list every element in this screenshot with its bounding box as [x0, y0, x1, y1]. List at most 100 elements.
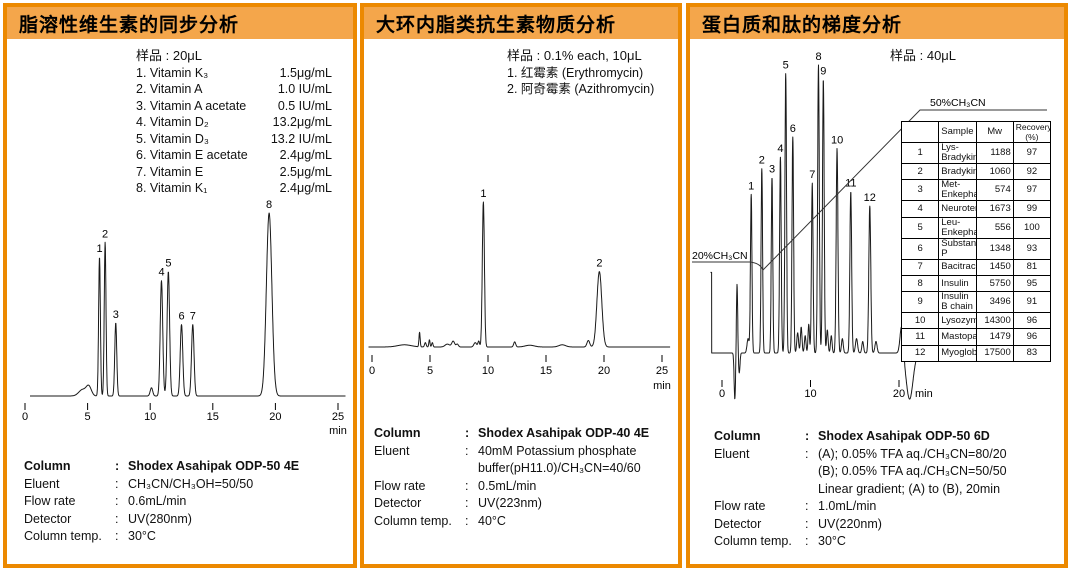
table-cell: 3496	[975, 291, 1014, 314]
x-tick-label: 20	[269, 411, 281, 423]
sample-item: 7. Vitamin E 2.5μg/mL	[136, 164, 332, 181]
table-row: 7Bacitracin145081	[900, 258, 1052, 276]
panel-fat-soluble-vitamins: 脂溶性维生素的同步分析 样品 : 20μL 1. Vitamin K₃ 1.5μg…	[3, 3, 357, 568]
gradient-line	[692, 109, 1047, 271]
table-header-cell: Recovery (%)	[1012, 121, 1052, 143]
x-axis-unit: min	[653, 380, 671, 392]
sample-item: 2. 阿奇霉素 (Azithromycin)	[507, 81, 687, 98]
condition-row: Flow rate:0.6mL/min	[24, 493, 349, 511]
condition-colon: :	[805, 446, 809, 461]
condition-label: Flow rate	[374, 478, 426, 493]
table-cell: 100	[1012, 216, 1052, 239]
condition-row: Column: Shodex Asahipak ODP-40 4E	[374, 425, 679, 443]
sample-name: 1. Vitamin K₃	[136, 65, 209, 80]
condition-colon: :	[465, 426, 470, 440]
sample-title: 样品 : 40μL	[890, 48, 957, 63]
peak-label: 4	[777, 143, 783, 155]
condition-colon: :	[805, 499, 809, 513]
peak-label: 5	[783, 60, 789, 72]
condition-value: Shodex Asahipak ODP-50 4E	[128, 459, 300, 473]
x-axis-unit: min	[329, 425, 347, 437]
table-header-cell: Mw	[975, 121, 1014, 143]
condition-label: Eluent	[714, 446, 750, 461]
table-cell: 1060	[975, 162, 1014, 181]
table-cell: Lys-Bradykinin	[938, 142, 977, 164]
condition-label: Column	[374, 426, 421, 440]
sample-item: 6. Vitamin E acetate 2.4μg/mL	[136, 147, 332, 164]
condition-label: Flow rate	[714, 499, 766, 513]
table-cell: Insulin B chain	[938, 291, 977, 314]
sample-list: 1. Vitamin K₃ 1.5μg/mL 2. Vitamin A 1.0 IU/…	[136, 65, 332, 197]
sample-info: 样品 : 20μL 1. Vitamin K₃ 1.5μg/mL 2. Vitami…	[136, 48, 332, 197]
peak-label: 1	[96, 243, 102, 255]
chromatogram-macrolide-antibiotics: 0 5 10 15 20 25 min 1 2	[368, 188, 671, 392]
table-header-cell	[900, 121, 940, 143]
sample-title: 样品 : 0.1% each, 10μL	[507, 48, 642, 63]
table-cell: 14300	[975, 312, 1014, 330]
condition-row: Detector: UV(223nm)	[374, 495, 679, 513]
condition-label: Column	[714, 429, 761, 443]
condition-value: (A); 0.05% TFA aq./CH₃CN=80/20 (B); 0.05…	[818, 446, 1007, 496]
table-header-cell: Sample	[938, 121, 977, 143]
peak-label: 2	[759, 155, 765, 167]
sample-info: 样品 : 40μL	[890, 48, 1040, 65]
condition-label: Column temp.	[714, 534, 792, 548]
table-cell: 9	[900, 291, 940, 314]
table-row: 9 Insulin B chain 3496 91	[900, 291, 1052, 314]
condition-value: 40°C	[478, 513, 506, 528]
condition-label: Column temp.	[24, 529, 102, 543]
table-cell: 1673	[975, 200, 1014, 218]
sample-name: 8. Vitamin K₁	[136, 181, 208, 195]
condition-label: Flow rate	[24, 494, 76, 508]
table-cell: Mastoparan	[938, 328, 977, 346]
sample-item: 2. Vitamin A 1.0 IU/mL	[136, 81, 332, 98]
x-tick-label: 15	[540, 365, 552, 377]
table-cell: 5	[900, 216, 940, 239]
gradient-start-label: 20%CH₃CN	[692, 250, 748, 262]
condition-label: Detector	[714, 516, 762, 531]
table-cell: 92	[1012, 162, 1052, 181]
peak-label: 1	[748, 181, 754, 193]
condition-colon: :	[115, 459, 120, 473]
condition-value: UV(280nm)	[128, 511, 192, 526]
x-tick-label: 20	[893, 388, 905, 400]
x-tick-label: 15	[207, 411, 219, 423]
condition-label: Detector	[24, 511, 72, 526]
peak-label: 9	[820, 65, 826, 77]
condition-row: Column temp.:30°C	[714, 533, 1064, 551]
sample-value: 13.2 IU/mL	[270, 131, 332, 146]
table-cell: 96	[1012, 328, 1052, 346]
table-cell: 4	[900, 200, 940, 218]
condition-row: Column temp.:40°C	[374, 513, 679, 531]
peak-label: 2	[102, 228, 108, 240]
condition-colon: :	[115, 476, 119, 491]
condition-label: Eluent	[24, 476, 60, 491]
table-cell: 1348	[975, 237, 1014, 260]
table-row: 12Myoglobin1750083	[900, 344, 1052, 363]
peak-label: 1	[480, 188, 486, 200]
sample-name: 4. Vitamin D₂	[136, 115, 209, 129]
x-tick-label: 10	[144, 411, 156, 423]
table-cell: Met-Enkephalin	[938, 179, 977, 202]
condition-row: Column: Shodex Asahipak ODP-50 4E	[24, 458, 349, 476]
table-cell: 97	[1012, 179, 1052, 202]
sample-value: 2.5μg/mL	[279, 164, 332, 179]
panel-title: 蛋白质和肽的梯度分析	[690, 7, 1064, 39]
panel-body: 样品 : 20μL 1. Vitamin K₃ 1.5μg/mL 2. Vitami…	[7, 39, 353, 564]
sample-name: 1. 红霉素 (Erythromycin)	[507, 65, 644, 80]
table-cell: 10	[900, 312, 940, 330]
method-conditions: Column: Shodex Asahipak ODP-40 4E Eluent:4…	[374, 425, 679, 530]
condition-value: CH₃CN/CH₃OH=50/50	[128, 476, 254, 491]
table-cell: 3	[900, 179, 940, 202]
table-cell: Bradykinin	[938, 162, 977, 181]
sample-list: 1. 红霉素 (Erythromycin) 2. 阿奇霉素 (Azithromyc…	[507, 65, 687, 98]
peak-label: 11	[845, 178, 856, 190]
condition-label: Detector	[374, 496, 422, 510]
table-cell: 97	[1012, 142, 1052, 164]
x-tick-label: 0	[369, 365, 375, 377]
table-header: Sample Mw Recovery (%)	[900, 121, 1052, 143]
